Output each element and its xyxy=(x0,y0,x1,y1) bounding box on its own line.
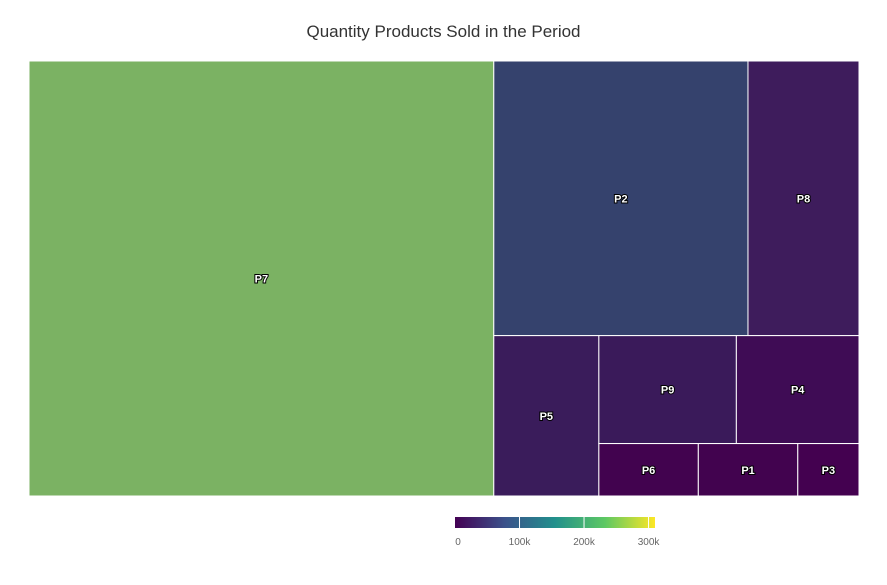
treemap-tile-p5[interactable] xyxy=(493,335,600,497)
treemap-tile-p2[interactable] xyxy=(493,60,749,337)
treemap-label-p8: P8 xyxy=(797,193,810,205)
colorbar-tick-label: 200k xyxy=(573,537,596,548)
treemap-label-p5: P5 xyxy=(540,411,553,423)
treemap-label-p1: P1 xyxy=(741,465,754,477)
treemap-label-p3: P3 xyxy=(822,465,835,477)
treemap-tiles: P7 P2 P8 P5 P9 P4 P6 P1 P3 xyxy=(28,60,860,497)
treemap-tile-p1[interactable] xyxy=(697,443,799,497)
treemap-tile-p3[interactable] xyxy=(797,443,860,497)
treemap-tile-p4[interactable] xyxy=(735,335,860,445)
treemap-label-p4: P4 xyxy=(791,385,805,397)
treemap-label-p6: P6 xyxy=(642,465,655,477)
colorbar-tick-label: 100k xyxy=(509,537,532,548)
treemap-tile-p8[interactable] xyxy=(747,60,860,337)
treemap-label-p2: P2 xyxy=(614,193,627,205)
treemap-label-p9: P9 xyxy=(661,385,674,397)
colorbar-gradient xyxy=(455,517,655,528)
colorbar-tick-label: 300k xyxy=(638,537,661,548)
treemap-label-p7: P7 xyxy=(255,274,268,286)
colorbar-tick-label: 0 xyxy=(455,537,461,548)
colorbar-legend: 0 100k 200k 300k xyxy=(455,517,660,548)
treemap-tile-p9[interactable] xyxy=(598,335,737,445)
chart-title: Quantity Products Sold in the Period xyxy=(306,22,581,41)
treemap-tile-p6[interactable] xyxy=(598,443,699,497)
